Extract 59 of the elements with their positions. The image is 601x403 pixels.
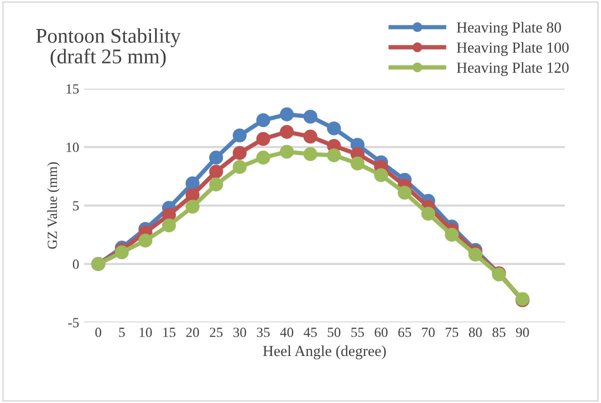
x-axis-title: Heel Angle (degree)	[263, 345, 386, 360]
legend-label: Heaving Plate 80	[456, 22, 561, 36]
point	[303, 147, 318, 162]
legend-label: Heaving Plate 100	[456, 42, 569, 56]
point	[232, 160, 247, 174]
point	[398, 186, 412, 200]
x-tick-label: 0	[95, 328, 102, 338]
point	[280, 107, 294, 122]
x-tick-label: 55	[351, 328, 364, 338]
y-tick-label: 0	[72, 260, 79, 269]
point	[303, 130, 318, 144]
x-tick-label: 85	[492, 328, 506, 338]
x-tick-label: 75	[446, 328, 458, 338]
point	[138, 234, 152, 248]
point	[280, 124, 294, 139]
point	[186, 188, 200, 202]
point	[350, 156, 364, 170]
y-axis-title: GZ Value (mm)	[47, 162, 60, 249]
y-tick-label: 5	[73, 201, 79, 210]
point	[280, 144, 294, 159]
point	[186, 176, 200, 190]
point	[327, 121, 341, 136]
point	[209, 178, 224, 192]
x-tick-label: 70	[422, 328, 435, 338]
point	[209, 164, 224, 179]
x-tick-label: 20	[186, 328, 199, 338]
y-tick-label: 15	[66, 84, 79, 94]
x-tick-label: 50	[328, 328, 340, 338]
point	[327, 148, 341, 162]
x-tick-label: 25	[210, 328, 223, 338]
point	[374, 168, 388, 182]
point	[444, 228, 459, 242]
x-tick-label: 15	[163, 328, 176, 338]
x-tick-label: 10	[140, 328, 152, 338]
point	[114, 245, 129, 260]
x-tick-label: 80	[468, 328, 482, 338]
point	[303, 110, 318, 124]
point	[162, 218, 176, 232]
x-tick-label: 90	[516, 328, 529, 338]
x-tick-label: 45	[304, 328, 317, 338]
point	[468, 248, 482, 262]
y-tick-label: -5	[68, 318, 79, 328]
y-tick-label: 10	[66, 142, 79, 152]
point	[232, 146, 247, 160]
x-tick-label: 30	[233, 328, 246, 338]
point	[256, 132, 270, 146]
x-tick-label: 40	[280, 328, 294, 338]
point	[232, 128, 247, 142]
point	[421, 206, 436, 221]
point	[256, 150, 270, 165]
point	[186, 200, 200, 214]
x-tick-label: 65	[398, 328, 412, 338]
chart-title: Pontoon Stability (draft 25 mm)	[36, 28, 181, 68]
point	[256, 113, 270, 128]
x-tick-label: 60	[374, 328, 388, 338]
x-tick-label: 35	[256, 328, 270, 338]
x-tick-label: 5	[119, 328, 125, 338]
legend-label: Heaving Plate 120	[456, 62, 569, 76]
point	[209, 150, 224, 165]
